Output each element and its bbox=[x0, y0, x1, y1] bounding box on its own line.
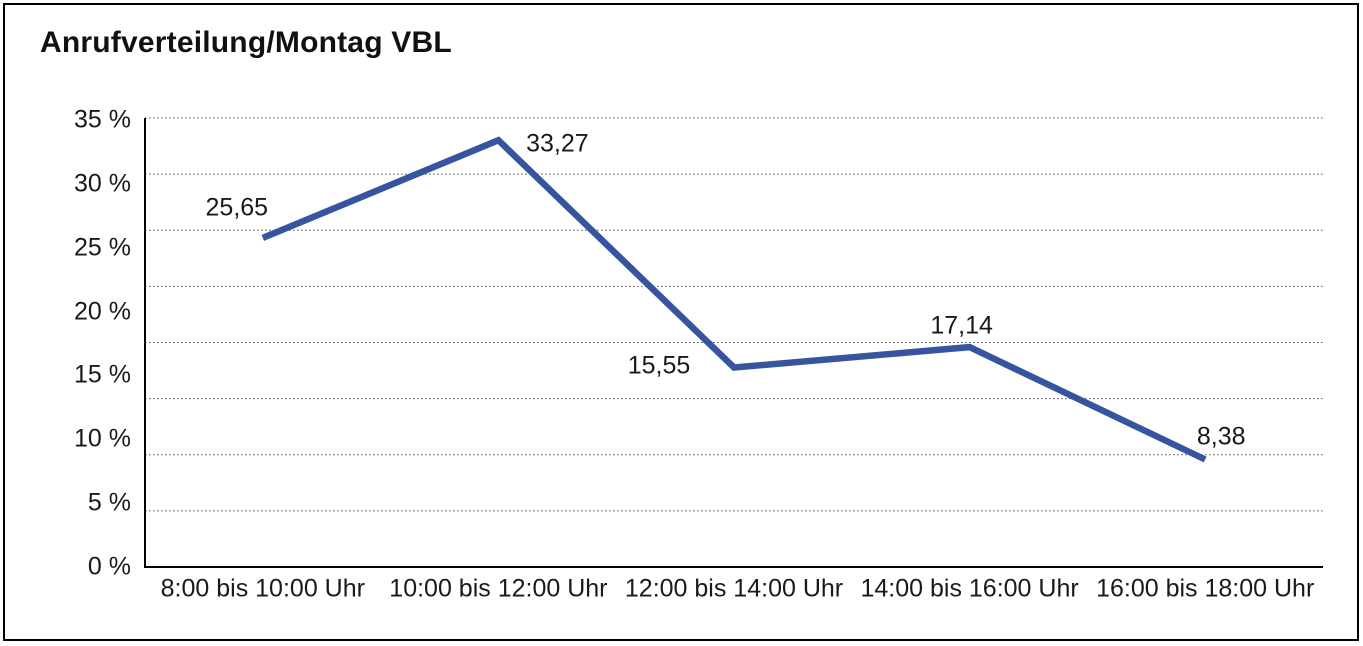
y-axis-tick-label: 25 % bbox=[74, 233, 131, 262]
x-axis-category-label: 16:00 bis 18:00 Uhr bbox=[1096, 574, 1315, 603]
y-axis-tick-label: 15 % bbox=[74, 360, 131, 389]
x-axis-category-label: 14:00 bis 16:00 Uhr bbox=[860, 574, 1079, 603]
data-point-label: 17,14 bbox=[930, 311, 993, 340]
data-point-label: 25,65 bbox=[205, 193, 269, 222]
x-axis-category-label: 10:00 bis 12:00 Uhr bbox=[389, 574, 608, 603]
y-axis-tick-label: 0 % bbox=[87, 552, 131, 581]
y-axis-tick-label: 30 % bbox=[74, 169, 131, 198]
x-axis-category-label: 8:00 bis 10:00 Uhr bbox=[160, 574, 365, 603]
data-series-line bbox=[261, 136, 1207, 463]
y-axis-tick-label: 20 % bbox=[74, 297, 131, 326]
y-axis-tick-label: 10 % bbox=[74, 424, 131, 453]
data-point-label: 33,27 bbox=[526, 129, 589, 158]
y-axis-tick-label: 5 % bbox=[87, 488, 131, 517]
chart-title: Anrufverteilung/Montag VBL bbox=[40, 26, 452, 59]
data-point-label: 15,55 bbox=[627, 351, 691, 379]
x-axis-category-label: 12:00 bis 14:00 Uhr bbox=[624, 574, 844, 603]
data-point-label: 8,38 bbox=[1196, 422, 1246, 450]
page-frame-border bbox=[3, 3, 1359, 641]
y-axis-tick-label: 35 % bbox=[74, 105, 131, 134]
